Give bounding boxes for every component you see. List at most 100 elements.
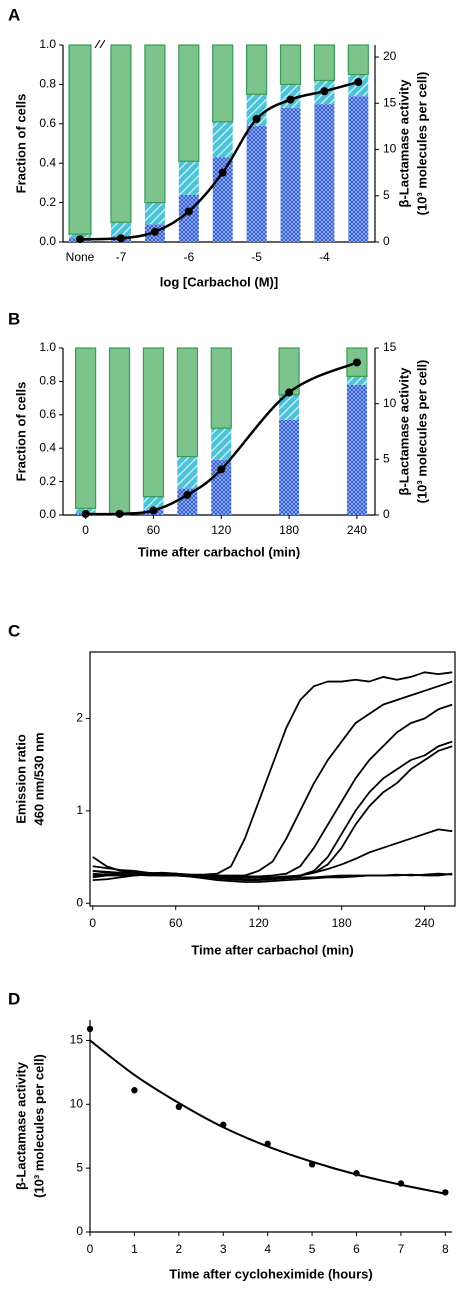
x-tick-label: None	[66, 250, 95, 264]
y2-tick-label: 15	[383, 95, 397, 109]
bar-segment	[211, 428, 232, 460]
y-tick-label: 0.8	[39, 77, 56, 91]
x-tick-label: 4	[264, 1242, 271, 1256]
x-tick-label: 60	[169, 916, 183, 930]
bar-segment	[279, 394, 300, 420]
bar-segment	[279, 419, 300, 515]
y2-axis-label: (10³ molecules per cell)	[414, 360, 429, 504]
y-tick-label: 1.0	[39, 340, 56, 354]
y-tick-label: 15	[70, 1033, 84, 1047]
bar-segment	[279, 44, 302, 86]
bar-segment	[314, 104, 335, 242]
bar-segment	[176, 347, 198, 458]
y2-tick-label: 15	[383, 340, 397, 354]
activity-point	[76, 235, 84, 244]
activity-point	[117, 234, 125, 243]
y-tick-label: 0.0	[39, 507, 56, 521]
y-tick-label: 0	[76, 1224, 83, 1238]
y2-tick-label: 10	[383, 142, 397, 156]
x-tick-label: 0	[89, 916, 96, 930]
y2-tick-label: 20	[383, 49, 397, 63]
trace-line	[92, 671, 453, 876]
activity-point	[320, 87, 329, 96]
trace-line	[92, 740, 453, 879]
y2-tick-label: 5	[383, 452, 390, 466]
y-tick-label: 0.4	[39, 440, 56, 454]
trace-line	[92, 703, 453, 878]
y-tick-label: 0.6	[39, 116, 56, 130]
x-tick-label: -6	[183, 250, 194, 264]
axis-break	[94, 39, 106, 247]
axis-break-gap	[97, 39, 106, 49]
x-axis-label: Time after cycloheximide (hours)	[169, 1266, 373, 1281]
panel-letter: B	[8, 309, 20, 328]
bar-segment	[348, 96, 369, 242]
x-tick-label: 180	[332, 916, 352, 930]
activity-point	[149, 506, 158, 515]
data-point	[131, 1087, 138, 1094]
x-tick-label: 120	[249, 916, 269, 930]
bar-segment	[142, 347, 165, 498]
x-tick-label: 5	[309, 1242, 316, 1256]
y2-axis-label: β-Lactamase activity	[396, 79, 411, 208]
y-tick-label: 0.2	[39, 195, 56, 209]
x-axis-label: log [Carbachol (M)]	[160, 274, 278, 289]
bar-segment	[75, 347, 97, 509]
y-tick-label: 1	[76, 803, 83, 817]
y2-tick-label: 5	[383, 188, 390, 202]
data-point	[86, 1025, 94, 1033]
bar-segment	[346, 376, 367, 385]
activity-point	[352, 358, 361, 367]
bar-segment	[143, 496, 164, 510]
bar-segment	[246, 94, 267, 126]
bar-segment	[246, 44, 268, 95]
x-tick-label: 7	[398, 1242, 405, 1256]
y-tick-label: 0.0	[39, 234, 56, 248]
bar-segment	[346, 384, 367, 515]
y-tick-label: 0	[76, 895, 83, 909]
y-axis-label: Fraction of cells	[13, 382, 28, 482]
bar-segment	[212, 44, 234, 123]
y2-axis-label: (10³ molecules per cell)	[414, 72, 429, 216]
y-tick-label: 0.8	[39, 374, 56, 388]
x-tick-label: 240	[347, 523, 367, 537]
x-tick-label: -7	[116, 250, 127, 264]
panel-letter: A	[8, 5, 20, 24]
bar-segment	[68, 44, 92, 235]
trace-line	[92, 680, 453, 877]
x-tick-label: 1	[131, 1242, 138, 1256]
y-tick-label: 2	[76, 711, 83, 725]
bar-segment	[144, 202, 165, 225]
x-tick-label: 0	[87, 1242, 94, 1256]
x-tick-label: 8	[442, 1242, 449, 1256]
activity-point	[150, 227, 159, 236]
activity-point	[184, 207, 193, 216]
y-tick-label: 5	[76, 1160, 83, 1174]
bar-segment	[177, 456, 198, 489]
y-axis-label: (10³ molecules per cell)	[31, 1054, 46, 1198]
bar-segment	[111, 222, 131, 237]
bar-segment	[280, 108, 301, 242]
activity-point	[115, 509, 124, 518]
x-tick-label: 240	[415, 916, 435, 930]
activity-point	[81, 509, 90, 518]
y-axis-label: β-Lactamase activity	[13, 1061, 28, 1190]
activity-point	[354, 77, 363, 86]
y-tick-label: 0.6	[39, 407, 56, 421]
data-point	[175, 1103, 183, 1111]
activity-point	[217, 465, 226, 474]
x-tick-label: -5	[251, 250, 262, 264]
y2-tick-label: 0	[383, 234, 390, 248]
x-tick-label: 3	[220, 1242, 227, 1256]
y-axis-label: Fraction of cells	[13, 94, 28, 194]
axis-break-mark	[99, 39, 106, 49]
y-tick-label: 10	[70, 1096, 84, 1110]
bar-segment	[210, 347, 232, 429]
bar-segment	[313, 44, 335, 82]
y2-tick-label: 0	[383, 507, 390, 521]
panel-letter: C	[8, 621, 20, 640]
x-tick-label: -4	[319, 250, 330, 264]
y-tick-label: 1.0	[39, 37, 56, 51]
x-axis-label: Time after carbachol (min)	[138, 544, 300, 559]
